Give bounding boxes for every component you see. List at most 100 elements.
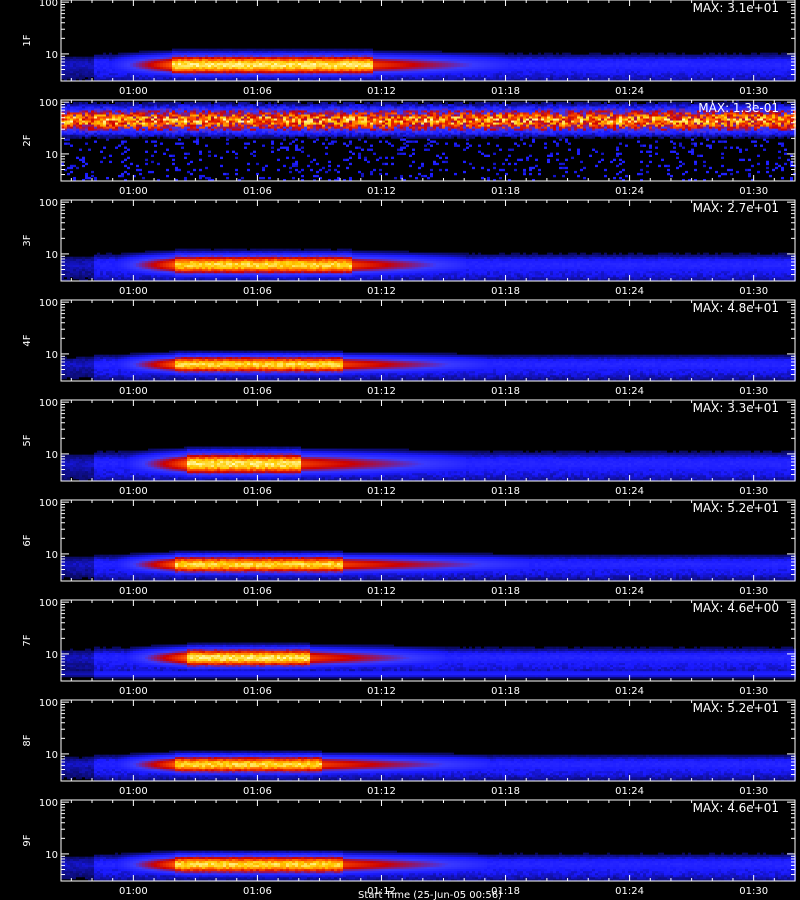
heatmap-cell (424, 69, 427, 71)
heatmap-cell (484, 53, 487, 55)
heatmap-cell (541, 71, 544, 73)
heatmap-cell (415, 65, 418, 67)
heatmap-cell (496, 69, 499, 71)
heatmap-cell (280, 53, 283, 55)
heatmap-cell (253, 61, 256, 63)
heatmap-cell (526, 59, 529, 61)
heatmap-cell (358, 53, 361, 55)
heatmap-cell (193, 59, 196, 61)
heatmap-cell (85, 65, 88, 67)
heatmap-cell (139, 69, 142, 71)
heatmap-cell (502, 53, 505, 55)
heatmap-cell (442, 71, 445, 73)
heatmap-cell (217, 49, 220, 51)
heatmap-cell (448, 71, 451, 73)
heatmap-cell (187, 75, 190, 77)
heatmap-cell (70, 69, 73, 71)
heatmap-cell (97, 77, 100, 79)
heatmap-cell (379, 61, 382, 63)
heatmap-cell (316, 71, 319, 73)
heatmap-cell (481, 61, 484, 63)
heatmap-cell (277, 59, 280, 61)
heatmap-cell (217, 55, 220, 57)
heatmap-cell (361, 49, 364, 51)
heatmap-cell (295, 53, 298, 55)
heatmap-cell (151, 69, 154, 71)
heatmap-cell (253, 75, 256, 77)
heatmap-cell (436, 73, 439, 75)
heatmap-cell (259, 49, 262, 51)
heatmap-cell (343, 67, 346, 69)
heatmap-cell (415, 69, 418, 71)
heatmap-cell (202, 61, 205, 63)
heatmap-cell (505, 57, 508, 59)
heatmap-cell (274, 61, 277, 63)
heatmap-cell (388, 75, 391, 77)
heatmap-cell (457, 77, 460, 79)
heatmap-cell (163, 51, 166, 53)
heatmap-cell (262, 69, 265, 71)
heatmap-cell (214, 55, 217, 57)
heatmap-cell (385, 75, 388, 77)
heatmap-cell (319, 75, 322, 77)
heatmap-cell (208, 55, 211, 57)
heatmap-cell (406, 55, 409, 57)
heatmap-cell (220, 53, 223, 55)
heatmap-cell (334, 69, 337, 71)
heatmap-cell (202, 63, 205, 65)
heatmap-cell (193, 65, 196, 67)
heatmap-cell (271, 77, 274, 79)
heatmap-cell (100, 67, 103, 69)
heatmap-cell (514, 73, 517, 75)
heatmap-cell (190, 75, 193, 77)
heatmap-cell (541, 73, 544, 75)
heatmap-cell (265, 69, 268, 71)
heatmap-cell (313, 63, 316, 65)
heatmap-cell (403, 51, 406, 53)
heatmap-cell (460, 77, 463, 79)
heatmap-cell (199, 59, 202, 61)
heatmap-cell (229, 63, 232, 65)
heatmap-cell (316, 63, 319, 65)
heatmap-cell (535, 57, 538, 59)
heatmap-cell (217, 59, 220, 61)
heatmap-cell (289, 63, 292, 65)
heatmap-cell (502, 55, 505, 57)
heatmap-cell (403, 55, 406, 57)
heatmap-cell (448, 67, 451, 69)
heatmap-cell (343, 77, 346, 79)
heatmap-cell (439, 59, 442, 61)
heatmap-cell (148, 51, 151, 53)
heatmap-cell (286, 65, 289, 67)
heatmap-cell (469, 65, 472, 67)
heatmap-cell (208, 65, 211, 67)
heatmap-cell (142, 75, 145, 77)
heatmap-cell (301, 51, 304, 53)
heatmap-cell (154, 59, 157, 61)
heatmap-cell (397, 73, 400, 75)
heatmap-cell (139, 57, 142, 59)
heatmap-cell (448, 75, 451, 77)
heatmap-cell (157, 65, 160, 67)
heatmap-cell (439, 57, 442, 59)
heatmap-cell (388, 73, 391, 75)
heatmap-cell (394, 61, 397, 63)
heatmap-cell (157, 71, 160, 73)
heatmap-cell (259, 65, 262, 67)
heatmap-cell (388, 67, 391, 69)
heatmap-cell (142, 63, 145, 65)
heatmap-cell (349, 57, 352, 59)
heatmap-cell (364, 77, 367, 79)
heatmap-cell (235, 65, 238, 67)
heatmap-cell (523, 75, 526, 77)
heatmap-cell (538, 61, 541, 63)
heatmap-cell (532, 75, 535, 77)
heatmap-cell (319, 73, 322, 75)
heatmap-cell (178, 65, 181, 67)
heatmap-cell (115, 71, 118, 73)
heatmap-cell (136, 55, 139, 57)
heatmap-cell (361, 55, 364, 57)
heatmap-cell (487, 73, 490, 75)
heatmap-cell (226, 71, 229, 73)
heatmap-cell (73, 75, 76, 77)
